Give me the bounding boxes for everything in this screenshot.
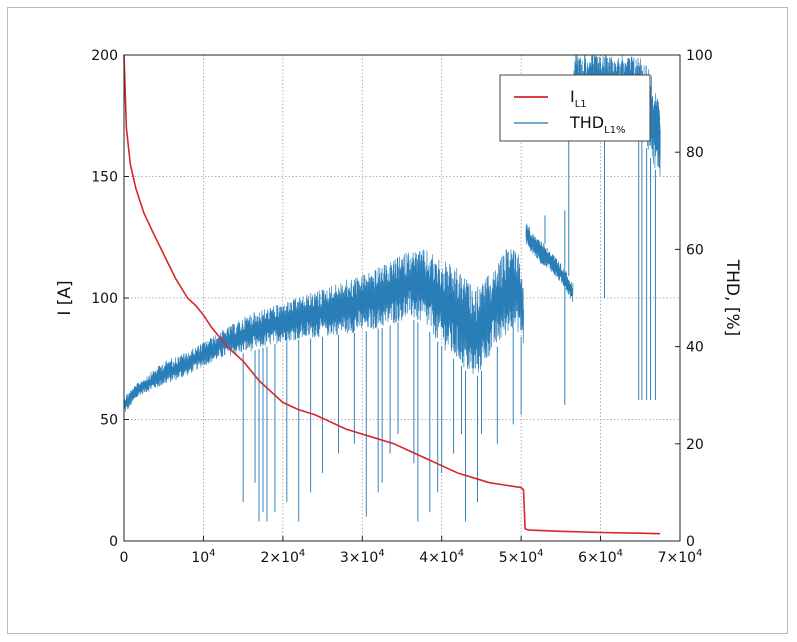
y-left-tick-label: 0 [109, 534, 118, 550]
thd-band-second [525, 223, 574, 303]
current-series [123, 54, 661, 535]
x-axis-ticks: 0 104 2×104 3×104 4×104 5×104 6×104 7×104 [120, 536, 703, 566]
y-left-tick-label: 200 [91, 48, 118, 64]
y-right-tick-label: 60 [686, 242, 704, 258]
y-right-tick-label: 20 [686, 437, 704, 453]
x-tick-label: 0 [120, 550, 129, 566]
y-left-tick-label: 150 [91, 170, 118, 186]
x-tick-label: 2×104 [260, 548, 305, 566]
y-right-axis-ticks: 0 20 40 60 80 100 [675, 48, 713, 550]
x-tick-label: 4×104 [419, 548, 464, 566]
y-right-tick-label: 80 [686, 145, 704, 161]
x-tick-label: 6×104 [578, 548, 623, 566]
legend: IL1 THDL1% [499, 74, 651, 142]
y-right-axis-label: THD, [%] [722, 259, 742, 336]
y-right-tick-label: 40 [686, 340, 704, 356]
x-tick-label: 5×104 [499, 548, 544, 566]
y-left-tick-label: 100 [91, 291, 118, 307]
y-left-axis-ticks: 0 50 100 150 200 [91, 48, 129, 550]
y-left-tick-label: 50 [100, 413, 118, 429]
x-tick-label: 7×104 [658, 548, 703, 566]
thd-series [123, 55, 661, 522]
y-right-tick-label: 100 [686, 48, 713, 64]
thd-band-main [123, 249, 524, 412]
legend-box [499, 74, 651, 142]
x-tick-label: 104 [191, 548, 215, 566]
legend-entry: IL1 [570, 87, 587, 110]
x-tick-label: 3×104 [340, 548, 385, 566]
legend-entry: THDL1% [569, 113, 626, 136]
y-right-tick-label: 0 [686, 534, 695, 550]
y-left-axis-label: I [A] [55, 280, 75, 315]
current-line [123, 54, 661, 535]
